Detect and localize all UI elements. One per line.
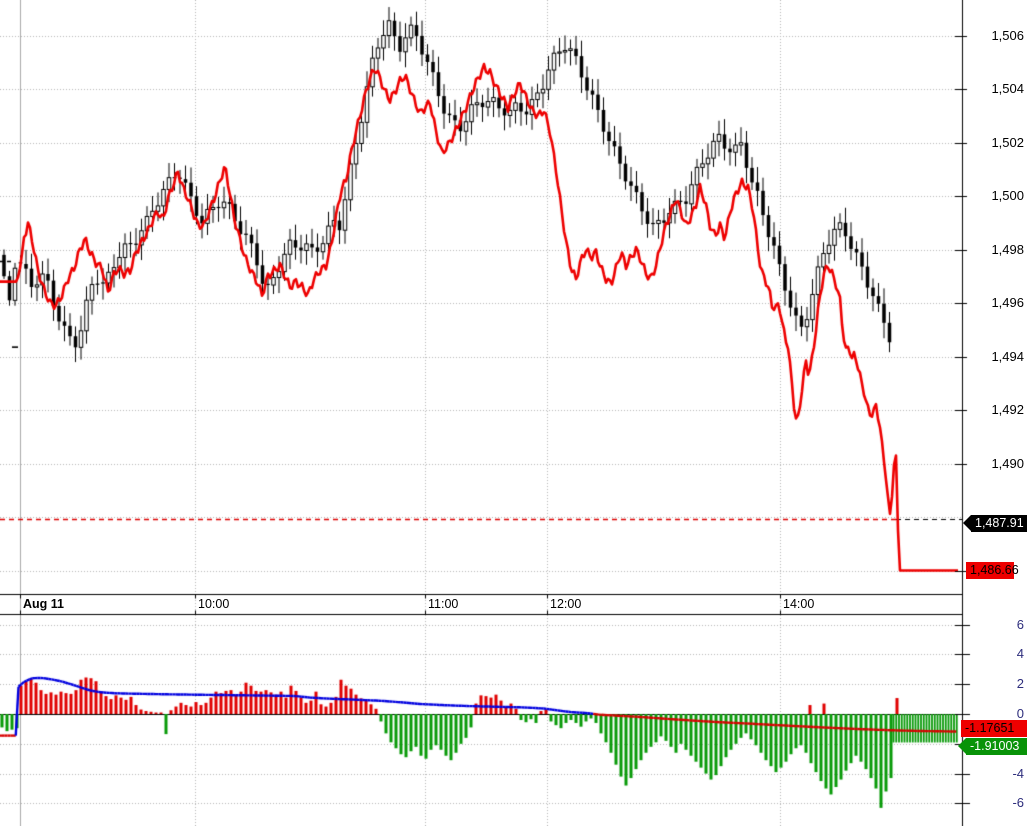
time-axis-label: 14:00: [783, 597, 815, 611]
indicator-axis-label: 0: [1016, 706, 1024, 721]
spread-last-value: -1.91003: [970, 738, 1020, 753]
indicator-axis-label: -6: [1012, 795, 1024, 811]
time-axis-label: 11:00: [428, 597, 459, 611]
time-axis-label: 10:00: [198, 597, 230, 611]
price-axis-label: 1,502: [991, 134, 1024, 150]
indicator-axis-label: 6: [1016, 616, 1024, 632]
indicator-axis-label: 2: [1016, 676, 1024, 692]
spread-average-value: -1.17651: [965, 721, 1015, 736]
price-axis-label: 1,498: [991, 241, 1024, 257]
price-axis-label: 1,494: [991, 348, 1024, 364]
price-axis-label: 1,500: [991, 188, 1024, 203]
price-axis-label: 1,506: [991, 27, 1024, 43]
reference-price-tag: 1,487.91: [963, 514, 1027, 532]
tag-arrow-left-icon: [958, 737, 966, 754]
price-axis-label: 1,496: [991, 295, 1024, 310]
spread-average-tag: -1.17651: [961, 720, 1027, 738]
spread-last-tag: -1.91003: [958, 737, 1027, 755]
indicator-axis-label: 4: [1016, 646, 1024, 662]
time-axis-label: Aug 11: [23, 597, 64, 611]
price-axis-label: 1,492: [991, 402, 1024, 417]
time-axis-label: 12:00: [550, 597, 582, 611]
last-price-tag: 1,486.66: [966, 562, 1019, 579]
tag-arrow-left-icon: [963, 514, 971, 531]
last-price-value: 1,486.66: [970, 563, 1019, 577]
reference-price-value: 1,487.91: [975, 515, 1024, 530]
indicator-axis-label: -4: [1012, 765, 1024, 781]
price-axis-label: 1,490: [991, 455, 1024, 471]
price-axis-label: 1,504: [991, 81, 1024, 96]
